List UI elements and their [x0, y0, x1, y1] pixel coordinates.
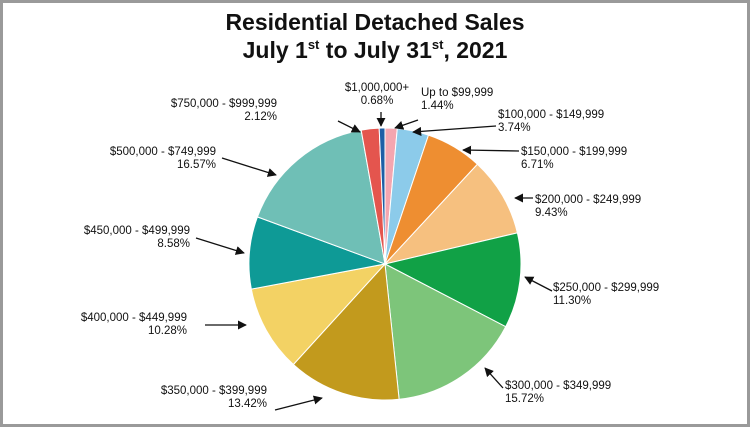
- slice-label: $750,000 - $999,999 2.12%: [171, 98, 277, 123]
- slice-category: $350,000 - $399,999: [161, 385, 267, 397]
- slice-percent: 15.72%: [505, 393, 544, 405]
- slice-label: $450,000 - $499,999 8.58%: [84, 225, 190, 250]
- slice-category: Up to $99,999: [421, 87, 493, 99]
- slice-category: $500,000 - $749,999: [110, 146, 216, 158]
- subtitle-part: to July 31: [319, 37, 432, 63]
- slice-label: $1,000,000+ 0.68%: [345, 82, 410, 107]
- callout-arrow: [337, 120, 361, 133]
- pie-slices: [248, 127, 522, 401]
- chart-title: Residential Detached Sales: [225, 9, 525, 35]
- slice-percent: 13.42%: [228, 398, 267, 410]
- pie-slice: [383, 163, 518, 265]
- slice-label: $100,000 - $149,999 3.74%: [498, 109, 604, 134]
- slice-label: $300,000 - $349,999 15.72%: [505, 380, 611, 405]
- callout-arrow: [462, 145, 520, 155]
- pie-callouts: Up to $99,999 1.44%$100,000 - $149,999 3.7…: [81, 82, 659, 411]
- slice-category: $450,000 - $499,999: [84, 225, 190, 237]
- callout-arrow: [412, 125, 497, 136]
- slice-percent: 9.43%: [535, 207, 568, 219]
- slice-percent: 10.28%: [148, 325, 187, 337]
- slice-label: $250,000 - $299,999 11.30%: [553, 282, 659, 307]
- slice-percent: 6.71%: [521, 159, 554, 171]
- callout-arrow: [195, 237, 245, 255]
- slice-category: $200,000 - $249,999: [535, 194, 641, 206]
- slice-label: Up to $99,999 1.44%: [421, 87, 493, 112]
- callout-arrow: [274, 395, 323, 411]
- slice-percent: 0.68%: [361, 95, 394, 107]
- slice-category: $300,000 - $349,999: [505, 380, 611, 392]
- slice-percent: 8.58%: [157, 238, 190, 250]
- pie-slice: [292, 262, 400, 401]
- subtitle-superscript: st: [307, 37, 320, 52]
- slice-percent: 1.44%: [421, 100, 454, 112]
- slice-category: $1,000,000+: [345, 82, 410, 94]
- pie-slice: [384, 263, 507, 400]
- callout-arrow: [524, 276, 553, 292]
- pie-slice: [256, 129, 386, 265]
- subtitle-superscript: st: [431, 37, 444, 52]
- pie-slice: [378, 127, 386, 265]
- slice-category: $750,000 - $999,999: [171, 98, 277, 110]
- subtitle-part: July 1: [242, 37, 308, 63]
- pie-slice: [383, 232, 522, 328]
- slice-label: $350,000 - $399,999 13.42%: [161, 385, 267, 410]
- slice-label: $200,000 - $249,999 9.43%: [535, 194, 641, 219]
- slice-category: $250,000 - $299,999: [553, 282, 659, 294]
- callout-arrow: [221, 157, 277, 177]
- subtitle-part: , 2021: [443, 37, 508, 63]
- slice-label: $150,000 - $199,999 6.71%: [521, 146, 627, 171]
- slice-category: $150,000 - $199,999: [521, 146, 627, 158]
- slice-percent: 16.57%: [177, 159, 216, 171]
- callout-arrow: [484, 367, 504, 389]
- slice-percent: 2.12%: [244, 111, 277, 123]
- pie-slice: [250, 263, 387, 366]
- slice-category: $100,000 - $149,999: [498, 109, 604, 121]
- slice-category: $400,000 - $449,999: [81, 312, 187, 324]
- slice-label: $400,000 - $449,999 10.28%: [81, 312, 187, 337]
- slice-percent: 3.74%: [498, 122, 531, 134]
- slice-percent: 11.30%: [553, 295, 591, 307]
- callout-arrow: [394, 119, 419, 130]
- chart-subtitle: July 1st to July 31st, 2021: [0, 37, 750, 63]
- slice-label: $500,000 - $749,999 16.57%: [110, 146, 216, 171]
